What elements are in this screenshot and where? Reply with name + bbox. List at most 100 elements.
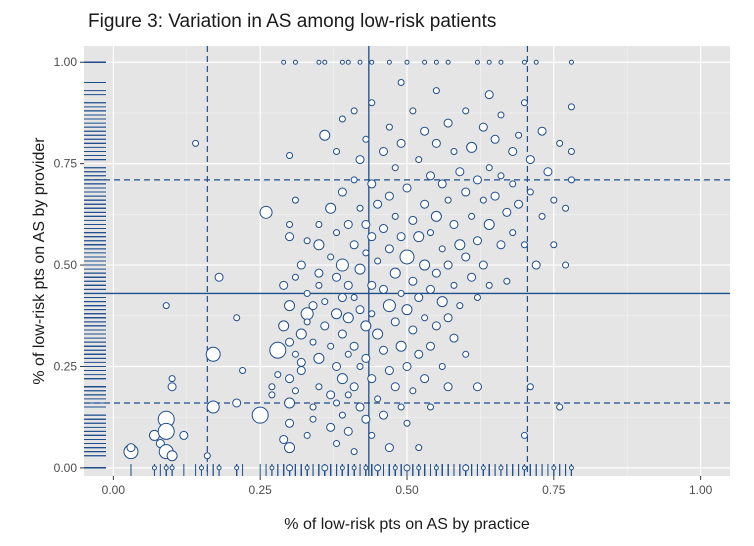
data-point — [350, 294, 358, 302]
data-point — [315, 220, 323, 228]
data-point — [284, 442, 296, 454]
data-point — [315, 281, 323, 289]
data-point — [525, 155, 535, 165]
data-point — [286, 152, 294, 160]
data-point — [350, 107, 358, 115]
data-point — [278, 320, 290, 332]
data-point — [425, 284, 435, 294]
data-point — [284, 300, 296, 312]
data-point — [514, 199, 524, 209]
data-point — [496, 240, 506, 250]
data-point — [357, 59, 363, 65]
data-point — [425, 171, 435, 181]
data-point — [285, 418, 295, 428]
data-point — [461, 187, 471, 197]
data-point — [478, 122, 488, 132]
data-point — [445, 59, 451, 65]
data-point — [416, 465, 422, 471]
data-point — [233, 314, 241, 322]
data-point — [449, 219, 459, 229]
data-point — [291, 350, 299, 358]
data-point — [361, 414, 371, 424]
data-point — [402, 361, 412, 371]
data-point — [379, 345, 389, 355]
data-point — [568, 59, 574, 65]
data-point — [292, 59, 298, 65]
data-point — [169, 465, 175, 471]
data-point — [479, 196, 487, 204]
data-point — [384, 366, 394, 376]
data-point — [214, 272, 224, 282]
data-point — [498, 59, 504, 65]
data-point — [284, 397, 296, 409]
data-point — [285, 337, 295, 347]
data-point — [431, 321, 441, 331]
data-point — [399, 249, 415, 265]
data-point — [397, 403, 405, 411]
y-tick-label: 0.25 — [54, 359, 78, 373]
data-point — [279, 280, 289, 290]
data-point — [409, 387, 417, 395]
data-point — [454, 239, 466, 251]
data-point — [483, 218, 495, 230]
data-point — [474, 59, 480, 65]
data-point — [433, 59, 439, 65]
data-point — [157, 422, 175, 440]
data-point — [397, 79, 405, 87]
data-point — [374, 257, 382, 265]
data-point — [333, 229, 341, 237]
data-point — [198, 465, 204, 471]
data-point — [332, 272, 342, 282]
data-point — [408, 276, 418, 286]
data-point — [521, 465, 527, 471]
data-point — [326, 422, 336, 432]
data-point — [342, 312, 354, 324]
data-point — [313, 239, 325, 251]
data-point — [349, 382, 359, 392]
data-point — [390, 317, 400, 327]
data-point — [343, 219, 353, 229]
data-point — [374, 395, 382, 403]
data-point — [168, 375, 176, 383]
data-point — [455, 167, 465, 177]
data-point — [372, 328, 384, 340]
data-point — [391, 164, 399, 172]
data-point — [567, 147, 575, 155]
data-point — [551, 465, 557, 471]
data-point — [308, 301, 318, 311]
data-point — [420, 199, 430, 209]
data-point — [520, 99, 528, 107]
data-point — [503, 277, 511, 285]
data-point — [349, 341, 359, 351]
data-point — [234, 465, 240, 471]
data-point — [333, 440, 341, 448]
data-point — [436, 296, 448, 308]
data-point — [478, 260, 488, 270]
data-point — [562, 204, 570, 212]
y-tick-label: 0.75 — [54, 157, 78, 171]
data-point — [338, 115, 346, 123]
data-point — [374, 464, 382, 472]
data-point — [362, 249, 370, 257]
y-tick-label: 0.50 — [54, 258, 78, 272]
data-point — [431, 138, 441, 148]
data-point — [338, 411, 346, 419]
data-points — [123, 59, 575, 472]
data-point — [468, 212, 476, 220]
data-point — [325, 202, 337, 214]
data-point — [485, 281, 493, 289]
data-point — [556, 139, 564, 147]
data-point — [379, 410, 389, 420]
data-point — [321, 298, 329, 306]
data-point — [438, 362, 446, 370]
data-point — [490, 191, 500, 201]
data-point — [484, 90, 494, 100]
data-point — [362, 135, 370, 143]
data-point — [343, 426, 353, 436]
data-point — [345, 59, 351, 65]
data-point — [462, 350, 470, 358]
data-point — [368, 431, 376, 439]
data-point — [509, 180, 517, 188]
x-tick-label: 1.00 — [689, 483, 713, 497]
x-tick-label: 0.50 — [395, 483, 419, 497]
